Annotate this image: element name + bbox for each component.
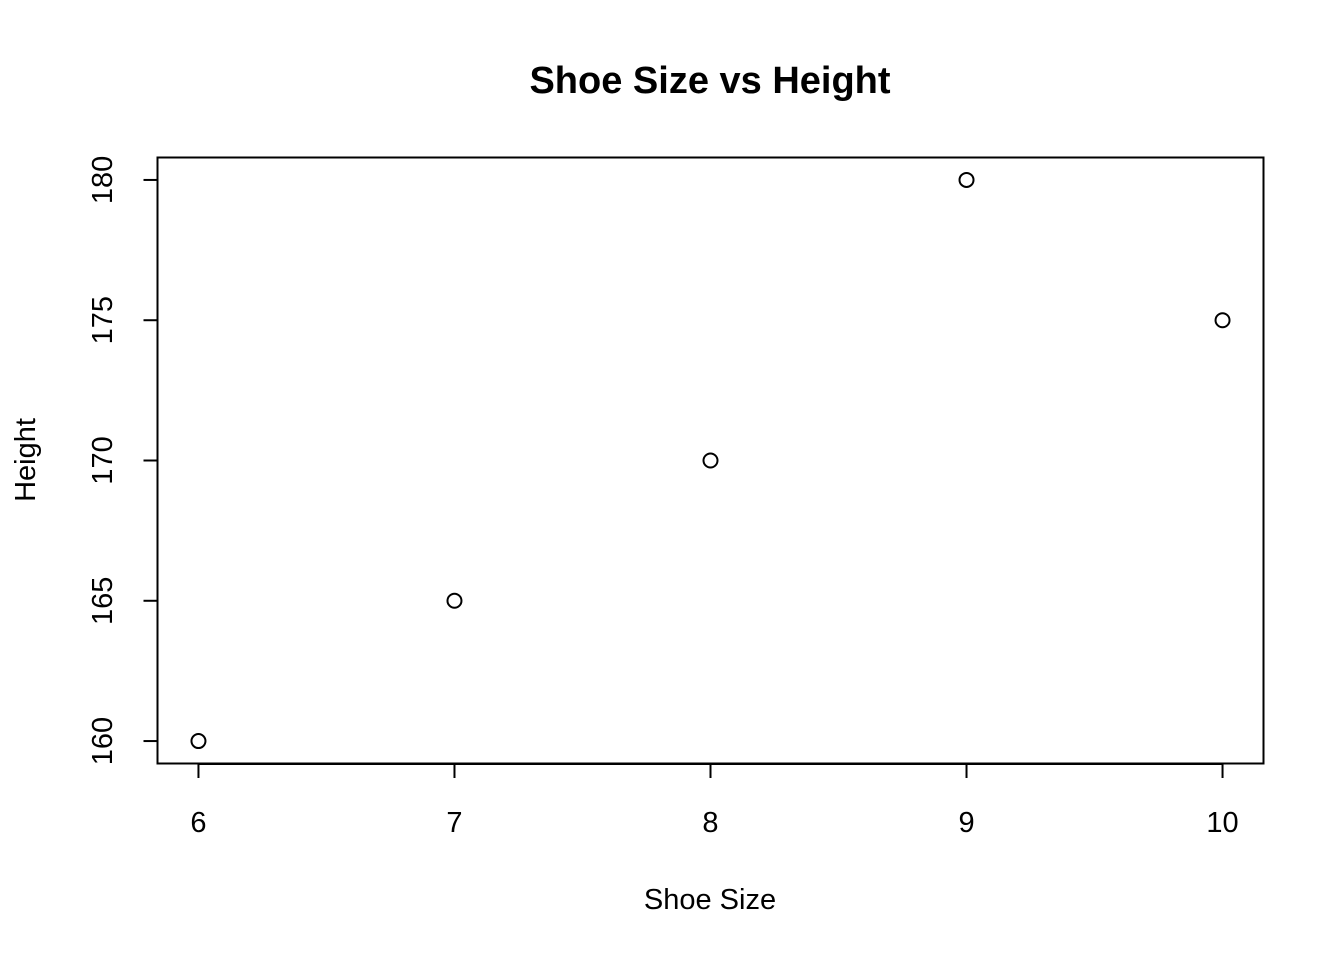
data-point	[190, 733, 207, 750]
y-tick-label: 180	[87, 156, 119, 204]
plot-frame	[156, 156, 1265, 765]
data-point	[958, 171, 975, 188]
y-tick-label: 170	[87, 436, 119, 484]
x-axis: 6 7 8 9 10	[190, 763, 1239, 839]
x-tick-label: 6	[190, 807, 206, 839]
y-tick-label: 160	[87, 717, 119, 765]
x-axis-label: Shoe Size	[644, 884, 776, 916]
y-tick-label: 175	[87, 296, 119, 344]
y-axis: 160 165 170 175 180	[87, 156, 159, 765]
x-tick-label: 8	[702, 807, 718, 839]
x-tick-label: 10	[1206, 807, 1238, 839]
x-tick-label: 7	[446, 807, 462, 839]
data-point	[702, 452, 719, 469]
data-point	[1214, 312, 1231, 329]
y-axis-label: Height	[10, 418, 42, 502]
data-point	[446, 592, 463, 609]
chart-title: Shoe Size vs Height	[529, 60, 890, 102]
data-points	[190, 171, 1231, 750]
y-tick-label: 165	[87, 577, 119, 625]
x-tick-label: 9	[958, 807, 974, 839]
